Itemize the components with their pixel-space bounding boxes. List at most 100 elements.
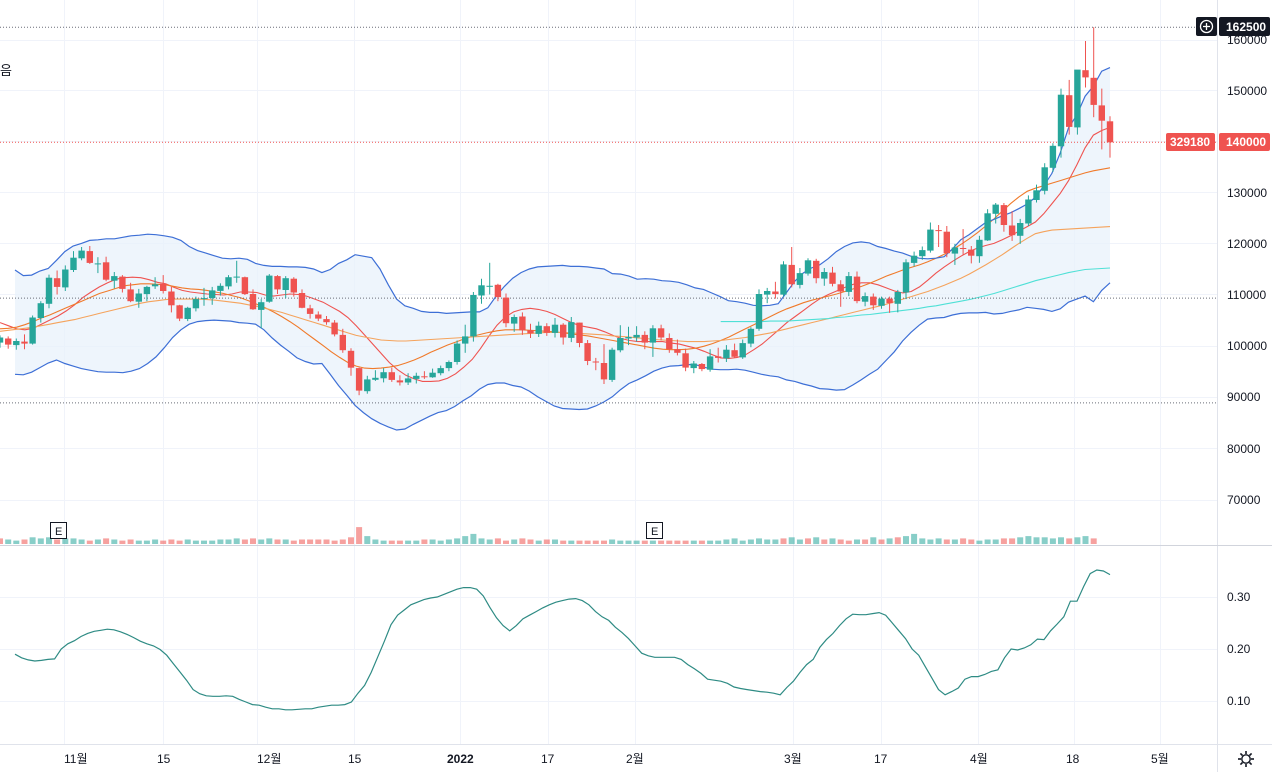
candle[interactable]: [143, 285, 151, 302]
candle[interactable]: [796, 268, 804, 289]
candle[interactable]: [429, 368, 436, 378]
candle[interactable]: [739, 339, 746, 359]
candle[interactable]: [519, 312, 526, 335]
candle[interactable]: [290, 277, 297, 297]
candle[interactable]: [453, 340, 461, 365]
candle[interactable]: [364, 375, 371, 394]
candle[interactable]: [1017, 218, 1024, 244]
candle[interactable]: [837, 280, 844, 307]
candle[interactable]: [396, 375, 404, 386]
candle[interactable]: [625, 326, 632, 346]
candle[interactable]: [1090, 27, 1097, 118]
candle[interactable]: [1025, 195, 1032, 226]
candle[interactable]: [804, 258, 812, 276]
candle[interactable]: [249, 289, 257, 310]
candle[interactable]: [388, 367, 395, 382]
candle[interactable]: [649, 325, 657, 357]
earnings-badge[interactable]: E: [50, 522, 67, 539]
candle[interactable]: [135, 288, 142, 308]
candle[interactable]: [0, 335, 4, 348]
candle[interactable]: [306, 304, 314, 319]
candle[interactable]: [494, 283, 502, 302]
candle[interactable]: [192, 296, 200, 312]
candle[interactable]: [102, 256, 110, 282]
candle[interactable]: [217, 283, 224, 296]
candle[interactable]: [551, 318, 559, 338]
candle[interactable]: [282, 276, 289, 299]
candle[interactable]: [445, 360, 453, 372]
candle[interactable]: [274, 275, 281, 294]
candle[interactable]: [437, 365, 444, 376]
candle[interactable]: [633, 326, 640, 342]
candle[interactable]: [37, 301, 44, 323]
candle[interactable]: [829, 266, 836, 287]
candle[interactable]: [821, 268, 828, 286]
candle[interactable]: [62, 265, 69, 291]
candle[interactable]: [233, 260, 240, 283]
candle[interactable]: [372, 370, 379, 381]
candle[interactable]: [698, 363, 706, 372]
candle[interactable]: [641, 331, 648, 350]
candle[interactable]: [992, 203, 999, 224]
candle[interactable]: [576, 322, 583, 348]
candle[interactable]: [535, 321, 542, 337]
candle[interactable]: [919, 246, 926, 260]
candle[interactable]: [984, 209, 991, 241]
candle[interactable]: [592, 357, 599, 371]
plus-circle-icon[interactable]: [1196, 17, 1217, 36]
candle[interactable]: [1082, 41, 1089, 88]
candle[interactable]: [258, 299, 265, 329]
candle[interactable]: [527, 323, 534, 338]
candle[interactable]: [511, 314, 518, 332]
candle[interactable]: [788, 247, 795, 288]
candle[interactable]: [690, 361, 697, 374]
candle[interactable]: [209, 286, 216, 305]
candle[interactable]: [943, 226, 950, 258]
candle[interactable]: [902, 259, 910, 300]
candle[interactable]: [657, 324, 665, 341]
candle[interactable]: [29, 315, 36, 345]
candle[interactable]: [1033, 184, 1040, 203]
candle[interactable]: [413, 372, 420, 384]
candle[interactable]: [502, 293, 510, 328]
candle[interactable]: [1008, 211, 1016, 241]
candle[interactable]: [608, 347, 616, 382]
candle[interactable]: [755, 289, 763, 331]
candle[interactable]: [53, 270, 61, 295]
candle[interactable]: [959, 229, 967, 255]
candle[interactable]: [715, 347, 722, 363]
candle[interactable]: [723, 345, 730, 362]
candle[interactable]: [176, 304, 183, 322]
candle[interactable]: [404, 373, 412, 385]
candle[interactable]: [935, 225, 942, 247]
candle[interactable]: [927, 222, 934, 253]
candle[interactable]: [1074, 69, 1081, 135]
candle[interactable]: [1041, 163, 1048, 195]
candle[interactable]: [225, 275, 232, 290]
candle[interactable]: [421, 371, 428, 379]
candle[interactable]: [355, 367, 363, 396]
candle[interactable]: [127, 282, 134, 303]
candle[interactable]: [119, 275, 126, 293]
candle[interactable]: [543, 323, 550, 336]
candle[interactable]: [682, 348, 689, 372]
oscillator-axis[interactable]: 0.30 0.20 0.10: [1227, 590, 1251, 708]
candle[interactable]: [13, 338, 20, 350]
candle[interactable]: [910, 251, 918, 267]
candle[interactable]: [560, 323, 567, 345]
candle[interactable]: [486, 262, 493, 295]
candle[interactable]: [111, 272, 118, 289]
candle[interactable]: [78, 247, 85, 261]
candle[interactable]: [168, 286, 175, 313]
candle[interactable]: [1057, 88, 1065, 158]
candle[interactable]: [45, 274, 53, 309]
candle[interactable]: [894, 289, 901, 313]
time-axis[interactable]: 11월 8 15 12월 15 2022 17 2월 3월 17 4월 18 5…: [64, 752, 1169, 766]
candle[interactable]: [666, 333, 673, 353]
candle[interactable]: [5, 336, 12, 349]
candle[interactable]: [184, 306, 191, 322]
candle[interactable]: [160, 275, 167, 294]
candle[interactable]: [151, 277, 159, 289]
candle[interactable]: [976, 235, 983, 263]
candle[interactable]: [584, 340, 591, 366]
